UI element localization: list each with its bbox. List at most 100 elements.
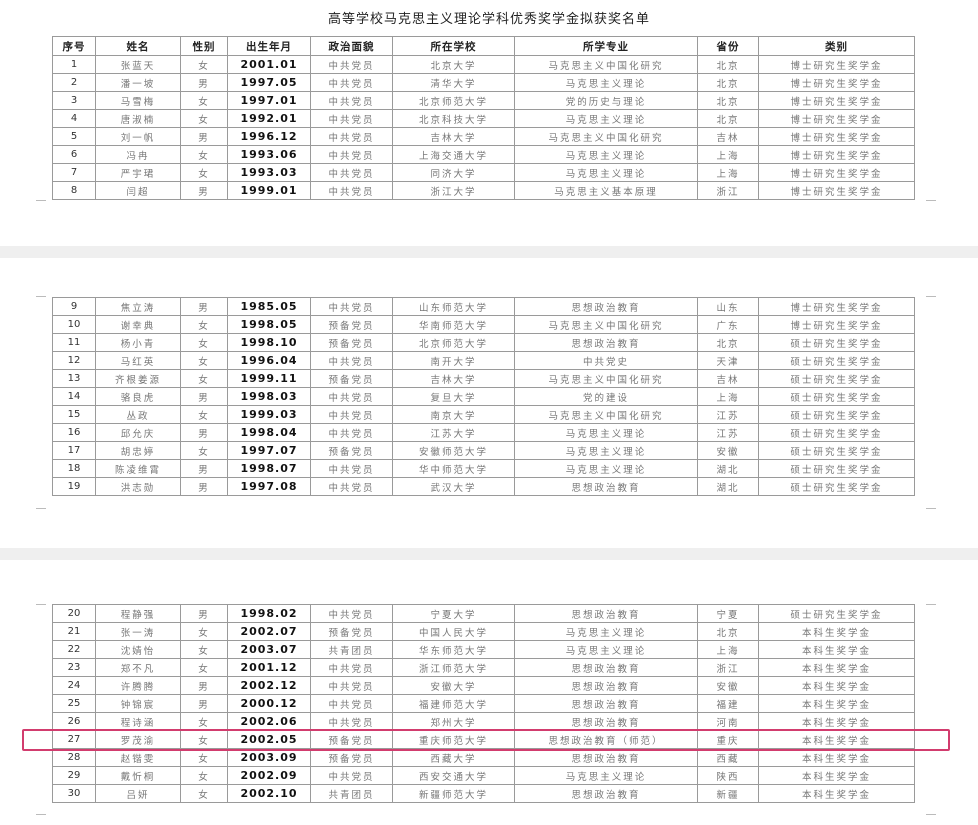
cell-gender: 女 xyxy=(180,730,228,749)
document-page-1: 高等学校马克思主义理论学科优秀奖学金拟获奖名单 序号 姓名 性别 出生年月 政治面貌 所在… xyxy=(0,0,978,246)
cell-name: 冯冉 xyxy=(95,145,181,164)
cell-province: 安徽 xyxy=(697,676,759,695)
cell-gender: 女 xyxy=(180,622,228,641)
cell-major: 马克思主义中国化研究 xyxy=(514,127,698,146)
cell-birth: 1999.03 xyxy=(227,405,311,424)
cell-major: 马克思主义理论 xyxy=(514,73,698,92)
cell-province: 吉林 xyxy=(697,369,759,388)
cell-school: 同济大学 xyxy=(392,163,515,182)
cell-political-status: 预备党员 xyxy=(310,369,393,388)
table-row: 21 张一涛女 2002.07 预备党员 中国人民大学 马克思主义理论 北京 本科生奖学金 xyxy=(52,622,915,641)
cell-major: 思想政治教育 xyxy=(514,297,698,316)
table-row: 19 洪志勋男 1997.08 中共党员 武汉大学 思想政治教育 湖北 硕士研究生奖学金 xyxy=(52,477,915,496)
cell-index: 19 xyxy=(52,477,96,496)
cell-birth: 2002.09 xyxy=(227,766,311,785)
cell-school: 福建师范大学 xyxy=(392,694,515,713)
header-index: 序号 xyxy=(52,36,96,56)
cell-school: 郑州大学 xyxy=(392,712,515,731)
cell-major: 思想政治教育 xyxy=(514,694,698,713)
cell-province: 湖北 xyxy=(697,477,759,496)
page-corner-mark xyxy=(36,286,46,297)
header-major: 所学专业 xyxy=(514,36,698,56)
page-corner-mark xyxy=(926,508,936,519)
cell-gender: 女 xyxy=(180,91,228,110)
cell-name: 邱允庆 xyxy=(95,423,181,442)
cell-school: 西安交通大学 xyxy=(392,766,515,785)
cell-category: 本科生奖学金 xyxy=(758,622,915,641)
cell-birth: 2003.09 xyxy=(227,748,311,767)
cell-school: 复旦大学 xyxy=(392,387,515,406)
cell-province: 北京 xyxy=(697,91,759,110)
cell-category: 博士研究生奖学金 xyxy=(758,127,915,146)
cell-index: 18 xyxy=(52,459,96,478)
table-row: 14 骆良虎男 1998.03 中共党员 复旦大学 党的建设 上海 硕士研究生奖学金 xyxy=(52,387,915,406)
cell-index: 5 xyxy=(52,127,96,146)
cell-category: 博士研究生奖学金 xyxy=(758,91,915,110)
cell-major: 马克思主义理论 xyxy=(514,163,698,182)
cell-birth: 2001.01 xyxy=(227,55,311,74)
table-row: 17 胡忠婷女 1997.07 预备党员 安徽师范大学 马克思主义理论 安徽 硕士研究生奖学金 xyxy=(52,441,915,460)
cell-province: 北京 xyxy=(697,73,759,92)
table-row: 5 刘一帆男 1996.12 中共党员 吉林大学 马克思主义中国化研究 吉林 博士研究生奖学金 xyxy=(52,127,915,146)
cell-category: 博士研究生奖学金 xyxy=(758,109,915,128)
table-row: 13 齐根姜源女 1999.11 预备党员 吉林大学 马克思主义中国化研究 吉林 硕士研究生奖… xyxy=(52,369,915,388)
cell-gender: 女 xyxy=(180,658,228,677)
cell-index: 30 xyxy=(52,784,96,803)
table-row: 26 程诗涵女 2002.06 中共党员 郑州大学 思想政治教育 河南 本科生奖学金 xyxy=(52,712,915,731)
cell-political-status: 中共党员 xyxy=(310,109,393,128)
award-table-page-1: 序号 姓名 性别 出生年月 政治面貌 所在学校 所学专业 省份 类别 1 张蓝天女 2001.01 中共… xyxy=(52,36,915,200)
cell-school: 华南师范大学 xyxy=(392,315,515,334)
cell-province: 江苏 xyxy=(697,423,759,442)
cell-school: 吉林大学 xyxy=(392,127,515,146)
cell-birth: 1997.05 xyxy=(227,73,311,92)
document-title: 高等学校马克思主义理论学科优秀奖学金拟获奖名单 xyxy=(327,12,650,27)
cell-gender: 男 xyxy=(180,604,228,623)
cell-school: 宁夏大学 xyxy=(392,604,515,623)
cell-gender: 女 xyxy=(180,784,228,803)
cell-birth: 1985.05 xyxy=(227,297,311,316)
cell-birth: 1997.08 xyxy=(227,477,311,496)
cell-province: 北京 xyxy=(697,109,759,128)
cell-province: 山东 xyxy=(697,297,759,316)
cell-index: 10 xyxy=(52,315,96,334)
cell-index: 1 xyxy=(52,55,96,74)
cell-category: 博士研究生奖学金 xyxy=(758,181,915,200)
cell-index: 25 xyxy=(52,694,96,713)
cell-political-status: 中共党员 xyxy=(310,387,393,406)
cell-major: 思想政治教育（师范） xyxy=(514,730,698,749)
table-row: 23 郑不凡女 2001.12 中共党员 浙江师范大学 思想政治教育 浙江 本科生奖学金 xyxy=(52,658,915,677)
cell-province: 重庆 xyxy=(697,730,759,749)
cell-major: 思想政治教育 xyxy=(514,712,698,731)
cell-birth: 2000.12 xyxy=(227,694,311,713)
cell-political-status: 共青团员 xyxy=(310,784,393,803)
cell-gender: 男 xyxy=(180,459,228,478)
table-row: 22 沈婧怡女 2003.07 共青团员 华东师范大学 马克思主义理论 上海 本科生奖学金 xyxy=(52,640,915,659)
cell-index: 4 xyxy=(52,109,96,128)
cell-name: 闫超 xyxy=(95,181,181,200)
cell-index: 8 xyxy=(52,181,96,200)
cell-index: 22 xyxy=(52,640,96,659)
cell-category: 本科生奖学金 xyxy=(758,676,915,695)
page-corner-mark xyxy=(36,200,46,211)
cell-political-status: 预备党员 xyxy=(310,315,393,334)
table-row: 29 戴忻桐女 2002.09 中共党员 西安交通大学 马克思主义理论 陕西 本科生奖学金 xyxy=(52,766,915,785)
cell-birth: 2001.12 xyxy=(227,658,311,677)
table-row: 20 程静强男 1998.02 中共党员 宁夏大学 思想政治教育 宁夏 硕士研究生奖学金 xyxy=(52,604,915,623)
cell-gender: 女 xyxy=(180,441,228,460)
cell-gender: 女 xyxy=(180,163,228,182)
cell-political-status: 中共党员 xyxy=(310,351,393,370)
cell-school: 中国人民大学 xyxy=(392,622,515,641)
cell-birth: 1993.06 xyxy=(227,145,311,164)
cell-index: 12 xyxy=(52,351,96,370)
cell-school: 北京科技大学 xyxy=(392,109,515,128)
cell-major: 思想政治教育 xyxy=(514,477,698,496)
header-school: 所在学校 xyxy=(392,36,515,56)
cell-name: 戴忻桐 xyxy=(95,766,181,785)
cell-major: 马克思主义理论 xyxy=(514,459,698,478)
cell-political-status: 中共党员 xyxy=(310,658,393,677)
cell-major: 党的建设 xyxy=(514,387,698,406)
cell-name: 齐根姜源 xyxy=(95,369,181,388)
cell-school: 安徽大学 xyxy=(392,676,515,695)
cell-birth: 1993.03 xyxy=(227,163,311,182)
award-table-page-3: 20 程静强男 1998.02 中共党员 宁夏大学 思想政治教育 宁夏 硕士研究生奖学金 21 张… xyxy=(52,604,915,803)
